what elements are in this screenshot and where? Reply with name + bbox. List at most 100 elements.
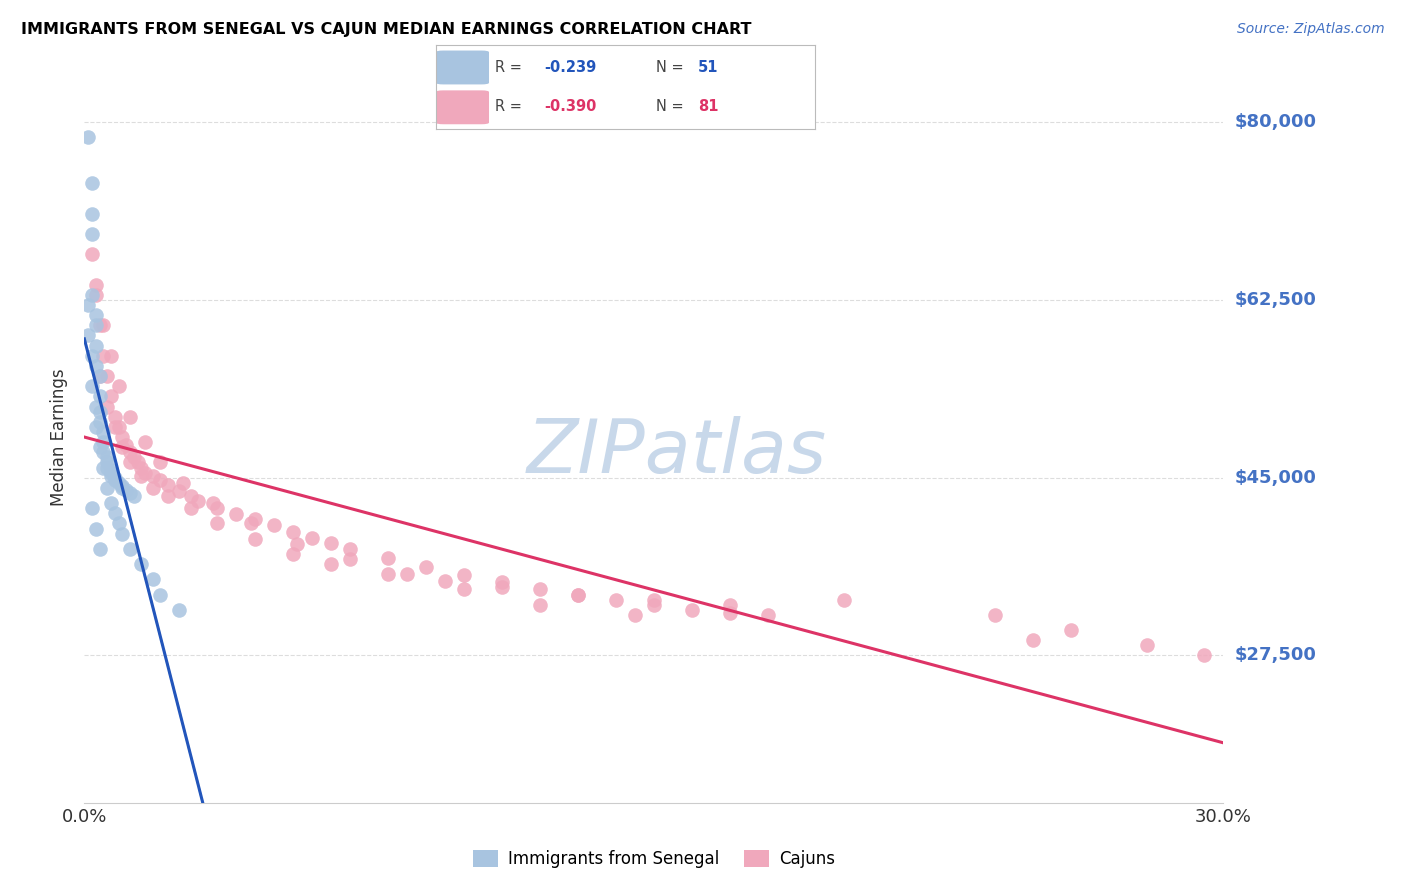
- Point: [156, 478, 179, 492]
- Point: [107, 475, 129, 490]
- Point: [453, 568, 475, 582]
- Point: [245, 532, 267, 546]
- FancyBboxPatch shape: [436, 90, 489, 124]
- Point: [118, 486, 141, 500]
- Point: [131, 557, 153, 571]
- Point: [491, 581, 513, 595]
- Point: [93, 460, 115, 475]
- Point: [104, 409, 127, 424]
- Legend: Immigrants from Senegal, Cajuns: Immigrants from Senegal, Cajuns: [465, 844, 842, 875]
- Point: [415, 560, 437, 574]
- Point: [339, 552, 361, 566]
- Point: [89, 318, 111, 333]
- Point: [142, 572, 165, 586]
- Point: [84, 288, 107, 302]
- Point: [396, 567, 419, 582]
- Y-axis label: Median Earnings: Median Earnings: [51, 368, 69, 506]
- Point: [321, 535, 343, 549]
- Point: [96, 400, 118, 414]
- Point: [84, 318, 107, 333]
- Point: [1022, 633, 1045, 648]
- Text: ZIPatlas: ZIPatlas: [526, 416, 827, 488]
- Text: $80,000: $80,000: [1234, 113, 1316, 131]
- Point: [111, 526, 134, 541]
- Point: [202, 496, 225, 510]
- Point: [84, 400, 107, 414]
- Point: [605, 592, 627, 607]
- Text: $27,500: $27,500: [1234, 647, 1316, 665]
- Point: [111, 440, 134, 454]
- Point: [80, 501, 103, 516]
- Point: [77, 328, 100, 343]
- Point: [89, 369, 111, 384]
- Point: [89, 415, 111, 429]
- Point: [84, 308, 107, 322]
- Point: [80, 288, 103, 302]
- Point: [80, 206, 103, 220]
- Point: [169, 483, 191, 498]
- Point: [643, 598, 665, 612]
- Point: [142, 481, 165, 495]
- Point: [84, 420, 107, 434]
- Point: [118, 455, 141, 469]
- Point: [453, 582, 475, 597]
- Point: [107, 379, 129, 393]
- Point: [84, 338, 107, 352]
- Point: [96, 460, 118, 475]
- Point: [77, 298, 100, 312]
- Point: [149, 455, 172, 469]
- Point: [122, 489, 145, 503]
- Point: [107, 420, 129, 434]
- Point: [80, 349, 103, 363]
- Point: [89, 405, 111, 419]
- Point: [643, 592, 665, 607]
- Point: [832, 592, 855, 607]
- Point: [283, 547, 305, 561]
- Point: [142, 468, 165, 483]
- Point: [718, 606, 741, 620]
- Point: [93, 425, 115, 439]
- Point: [96, 369, 118, 384]
- Point: [80, 176, 103, 190]
- Text: -0.239: -0.239: [544, 60, 596, 75]
- Point: [1194, 648, 1216, 663]
- Point: [84, 359, 107, 373]
- Point: [104, 471, 127, 485]
- Text: Source: ZipAtlas.com: Source: ZipAtlas.com: [1237, 22, 1385, 37]
- Point: [321, 557, 343, 571]
- Point: [172, 475, 194, 490]
- Point: [984, 607, 1007, 622]
- Point: [169, 603, 191, 617]
- Point: [89, 389, 111, 403]
- Text: $62,500: $62,500: [1234, 291, 1316, 309]
- Point: [100, 496, 122, 510]
- Point: [567, 588, 589, 602]
- Point: [111, 430, 134, 444]
- Point: [111, 479, 134, 493]
- Text: R =: R =: [495, 60, 526, 75]
- Point: [180, 501, 202, 516]
- Point: [624, 607, 647, 622]
- Point: [529, 582, 551, 597]
- Point: [118, 445, 141, 459]
- Point: [100, 349, 122, 363]
- Point: [89, 541, 111, 556]
- Point: [134, 466, 156, 480]
- Point: [122, 450, 145, 465]
- Point: [100, 462, 122, 476]
- Point: [180, 489, 202, 503]
- Point: [107, 516, 129, 531]
- Point: [301, 531, 323, 545]
- Point: [529, 598, 551, 612]
- Point: [104, 506, 127, 520]
- Point: [96, 481, 118, 495]
- Point: [681, 603, 703, 617]
- Point: [104, 420, 127, 434]
- Point: [93, 349, 115, 363]
- Point: [111, 481, 134, 495]
- Point: [104, 473, 127, 487]
- Text: R =: R =: [495, 99, 526, 114]
- Point: [127, 455, 149, 469]
- Text: N =: N =: [657, 60, 689, 75]
- Point: [339, 541, 361, 556]
